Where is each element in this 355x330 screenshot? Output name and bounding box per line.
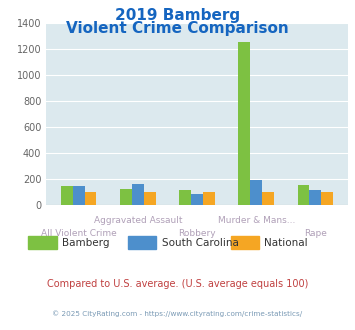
Text: South Carolina: South Carolina bbox=[162, 238, 239, 248]
Bar bbox=[203, 192, 215, 205]
Bar bbox=[132, 184, 144, 205]
Text: Bamberg: Bamberg bbox=[62, 238, 110, 248]
Bar bbox=[120, 189, 132, 205]
Bar bbox=[179, 190, 191, 205]
Bar bbox=[297, 185, 310, 205]
Bar bbox=[73, 186, 84, 205]
Bar bbox=[84, 192, 97, 205]
Text: Murder & Mans...: Murder & Mans... bbox=[218, 216, 295, 225]
Text: Violent Crime Comparison: Violent Crime Comparison bbox=[66, 21, 289, 36]
Bar bbox=[144, 192, 155, 205]
Text: Compared to U.S. average. (U.S. average equals 100): Compared to U.S. average. (U.S. average … bbox=[47, 279, 308, 289]
Bar bbox=[239, 42, 250, 205]
Bar bbox=[191, 194, 203, 205]
Bar bbox=[262, 192, 274, 205]
Bar bbox=[61, 186, 73, 205]
Text: 2019 Bamberg: 2019 Bamberg bbox=[115, 8, 240, 23]
Bar bbox=[310, 190, 321, 205]
Text: © 2025 CityRating.com - https://www.cityrating.com/crime-statistics/: © 2025 CityRating.com - https://www.city… bbox=[53, 310, 302, 317]
Bar bbox=[250, 180, 262, 205]
Text: Robbery: Robbery bbox=[178, 229, 216, 238]
Text: Aggravated Assault: Aggravated Assault bbox=[94, 216, 182, 225]
Text: National: National bbox=[264, 238, 308, 248]
Text: All Violent Crime: All Violent Crime bbox=[41, 229, 116, 238]
Text: Rape: Rape bbox=[304, 229, 327, 238]
Bar bbox=[321, 192, 333, 205]
